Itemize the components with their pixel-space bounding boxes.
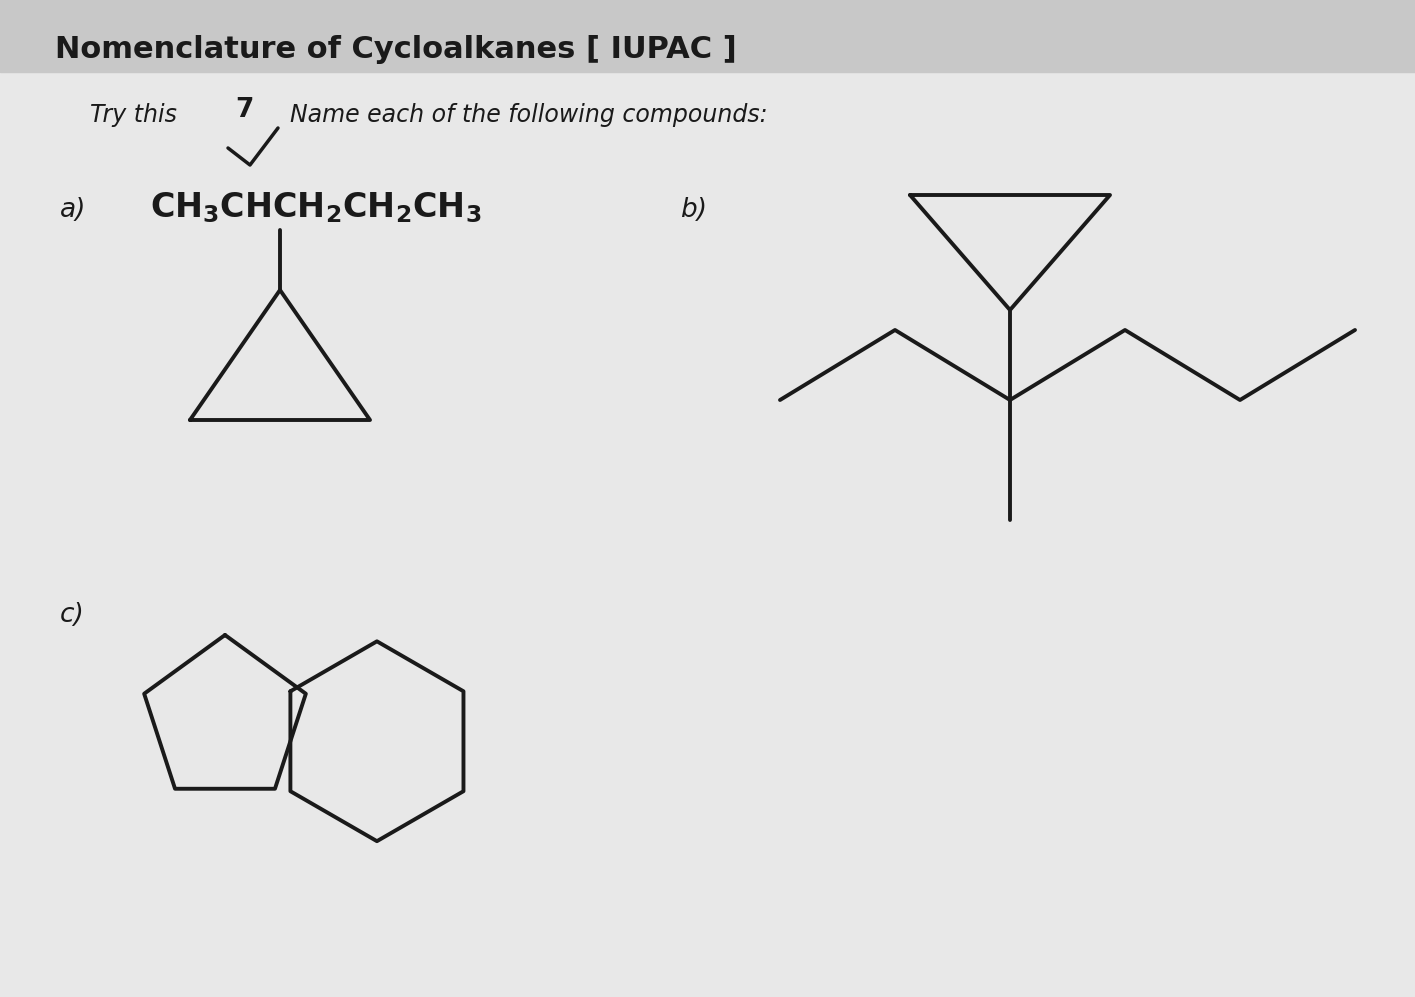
Text: Nomenclature of Cycloalkanes [ IUPAC ]: Nomenclature of Cycloalkanes [ IUPAC ] xyxy=(55,36,737,65)
Text: Name each of the following compounds:: Name each of the following compounds: xyxy=(275,103,767,127)
Text: b): b) xyxy=(681,197,708,223)
Text: $\mathbf{CH_3CHCH_2CH_2CH_3}$: $\mathbf{CH_3CHCH_2CH_2CH_3}$ xyxy=(150,190,481,225)
Bar xyxy=(0,0,1415,72)
Text: c): c) xyxy=(59,602,85,628)
Text: 7: 7 xyxy=(235,97,253,123)
Text: a): a) xyxy=(59,197,86,223)
Text: Try this: Try this xyxy=(91,103,177,127)
